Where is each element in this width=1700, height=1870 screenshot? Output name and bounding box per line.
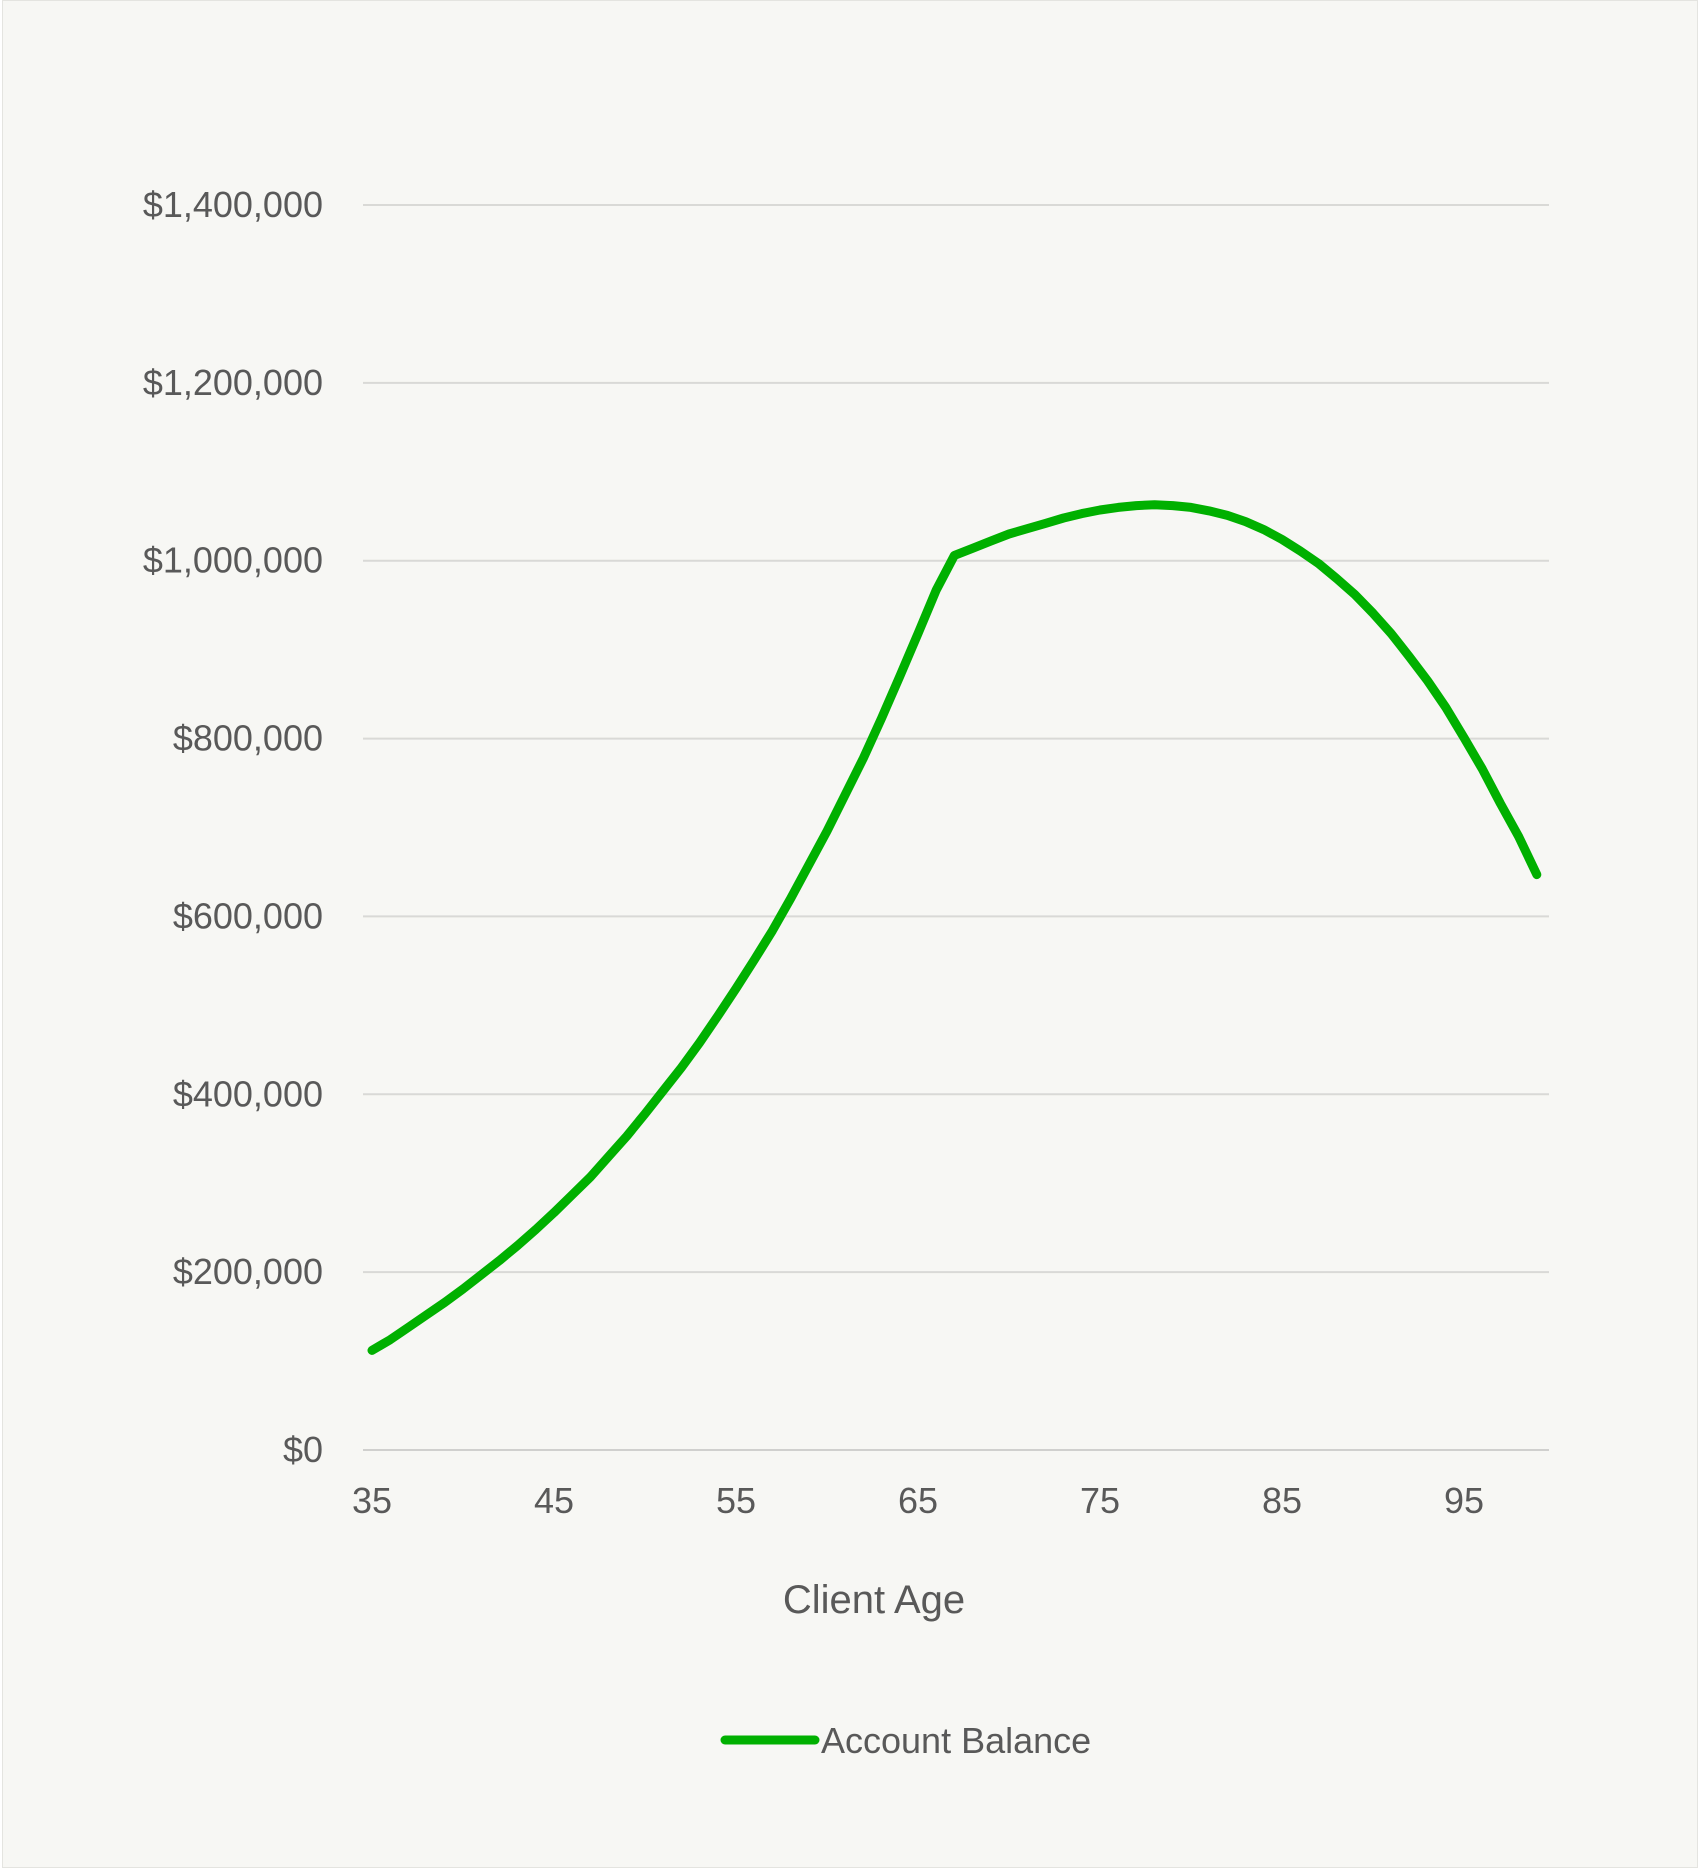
x-tick-label: 55 bbox=[716, 1480, 756, 1521]
y-tick-label: $200,000 bbox=[173, 1251, 323, 1292]
y-tick-label: $400,000 bbox=[173, 1073, 323, 1114]
x-axis-title: Client Age bbox=[783, 1578, 965, 1622]
x-tick-label: 75 bbox=[1080, 1480, 1120, 1521]
x-tick-label: 95 bbox=[1444, 1480, 1484, 1521]
series-layer bbox=[367, 500, 1542, 1355]
y-tick-label: $1,000,000 bbox=[143, 540, 323, 581]
x-axis-tick-labels: 35 45 55 65 75 85 95 bbox=[352, 1480, 1484, 1521]
y-tick-label: $600,000 bbox=[173, 895, 323, 936]
legend: Account Balance bbox=[720, 1720, 1091, 1761]
y-tick-label: $0 bbox=[283, 1429, 323, 1470]
y-tick-label: $1,400,000 bbox=[143, 184, 323, 225]
x-tick-label: 35 bbox=[352, 1480, 392, 1521]
x-tick-label: 45 bbox=[534, 1480, 574, 1521]
x-tick-label: 65 bbox=[898, 1480, 938, 1521]
series-line-account-balance bbox=[367, 500, 1542, 1355]
x-tick-label: 85 bbox=[1262, 1480, 1302, 1521]
line-chart: $0 $200,000 $400,000 $600,000 $800,000 $1,000… bbox=[143, 184, 1549, 1761]
gridlines bbox=[363, 204, 1549, 1274]
y-axis-tick-labels: $0 $200,000 $400,000 $600,000 $800,000 $1,000… bbox=[143, 184, 323, 1470]
legend-label-account-balance: Account Balance bbox=[821, 1720, 1091, 1761]
y-tick-label: $1,200,000 bbox=[143, 362, 323, 403]
y-tick-label: $800,000 bbox=[173, 718, 323, 759]
